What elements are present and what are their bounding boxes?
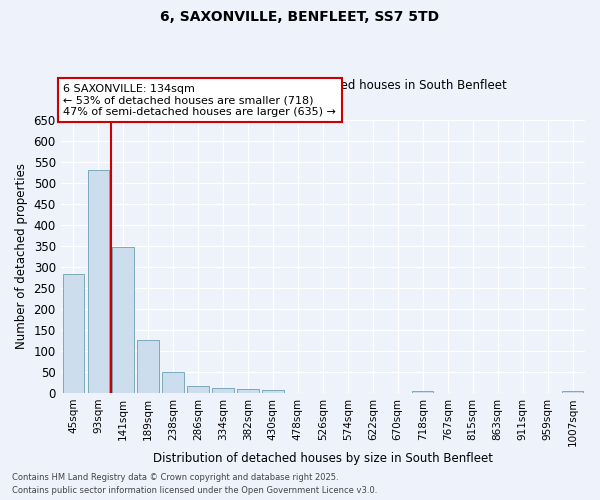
X-axis label: Distribution of detached houses by size in South Benfleet: Distribution of detached houses by size … [153,452,493,465]
Bar [562,391,583,393]
Bar [88,170,109,393]
Bar [137,340,158,393]
Y-axis label: Number of detached properties: Number of detached properties [15,164,28,350]
Bar [212,388,233,393]
Text: 6 SAXONVILLE: 134sqm
← 53% of detached houses are smaller (718)
47% of semi-deta: 6 SAXONVILLE: 134sqm ← 53% of detached h… [63,84,336,117]
Bar [112,246,134,393]
Bar [412,390,433,393]
Bar [187,386,209,393]
Bar [163,372,184,393]
Bar [262,390,284,393]
Text: Contains HM Land Registry data © Crown copyright and database right 2025.
Contai: Contains HM Land Registry data © Crown c… [12,474,377,495]
Bar [62,274,84,393]
Title: Size of property relative to detached houses in South Benfleet: Size of property relative to detached ho… [139,79,507,92]
Text: 6, SAXONVILLE, BENFLEET, SS7 5TD: 6, SAXONVILLE, BENFLEET, SS7 5TD [160,10,440,24]
Bar [238,389,259,393]
